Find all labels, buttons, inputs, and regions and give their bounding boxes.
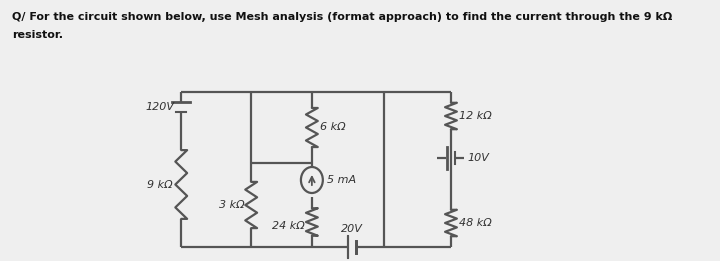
Text: 3 kΩ: 3 kΩ (219, 200, 245, 210)
Text: 12 kΩ: 12 kΩ (459, 111, 492, 121)
Text: 9 kΩ: 9 kΩ (147, 180, 173, 189)
Text: 120V: 120V (145, 102, 174, 112)
Text: Q/ For the circuit shown below, use Mesh analysis (format approach) to find the : Q/ For the circuit shown below, use Mesh… (12, 12, 672, 22)
Text: resistor.: resistor. (12, 30, 63, 40)
Text: 24 kΩ: 24 kΩ (272, 221, 305, 231)
Text: 20V: 20V (341, 224, 363, 234)
Text: 48 kΩ: 48 kΩ (459, 218, 492, 228)
Text: 10V: 10V (467, 153, 489, 163)
Text: 5 mA: 5 mA (327, 175, 356, 185)
Text: 6 kΩ: 6 kΩ (320, 122, 346, 133)
